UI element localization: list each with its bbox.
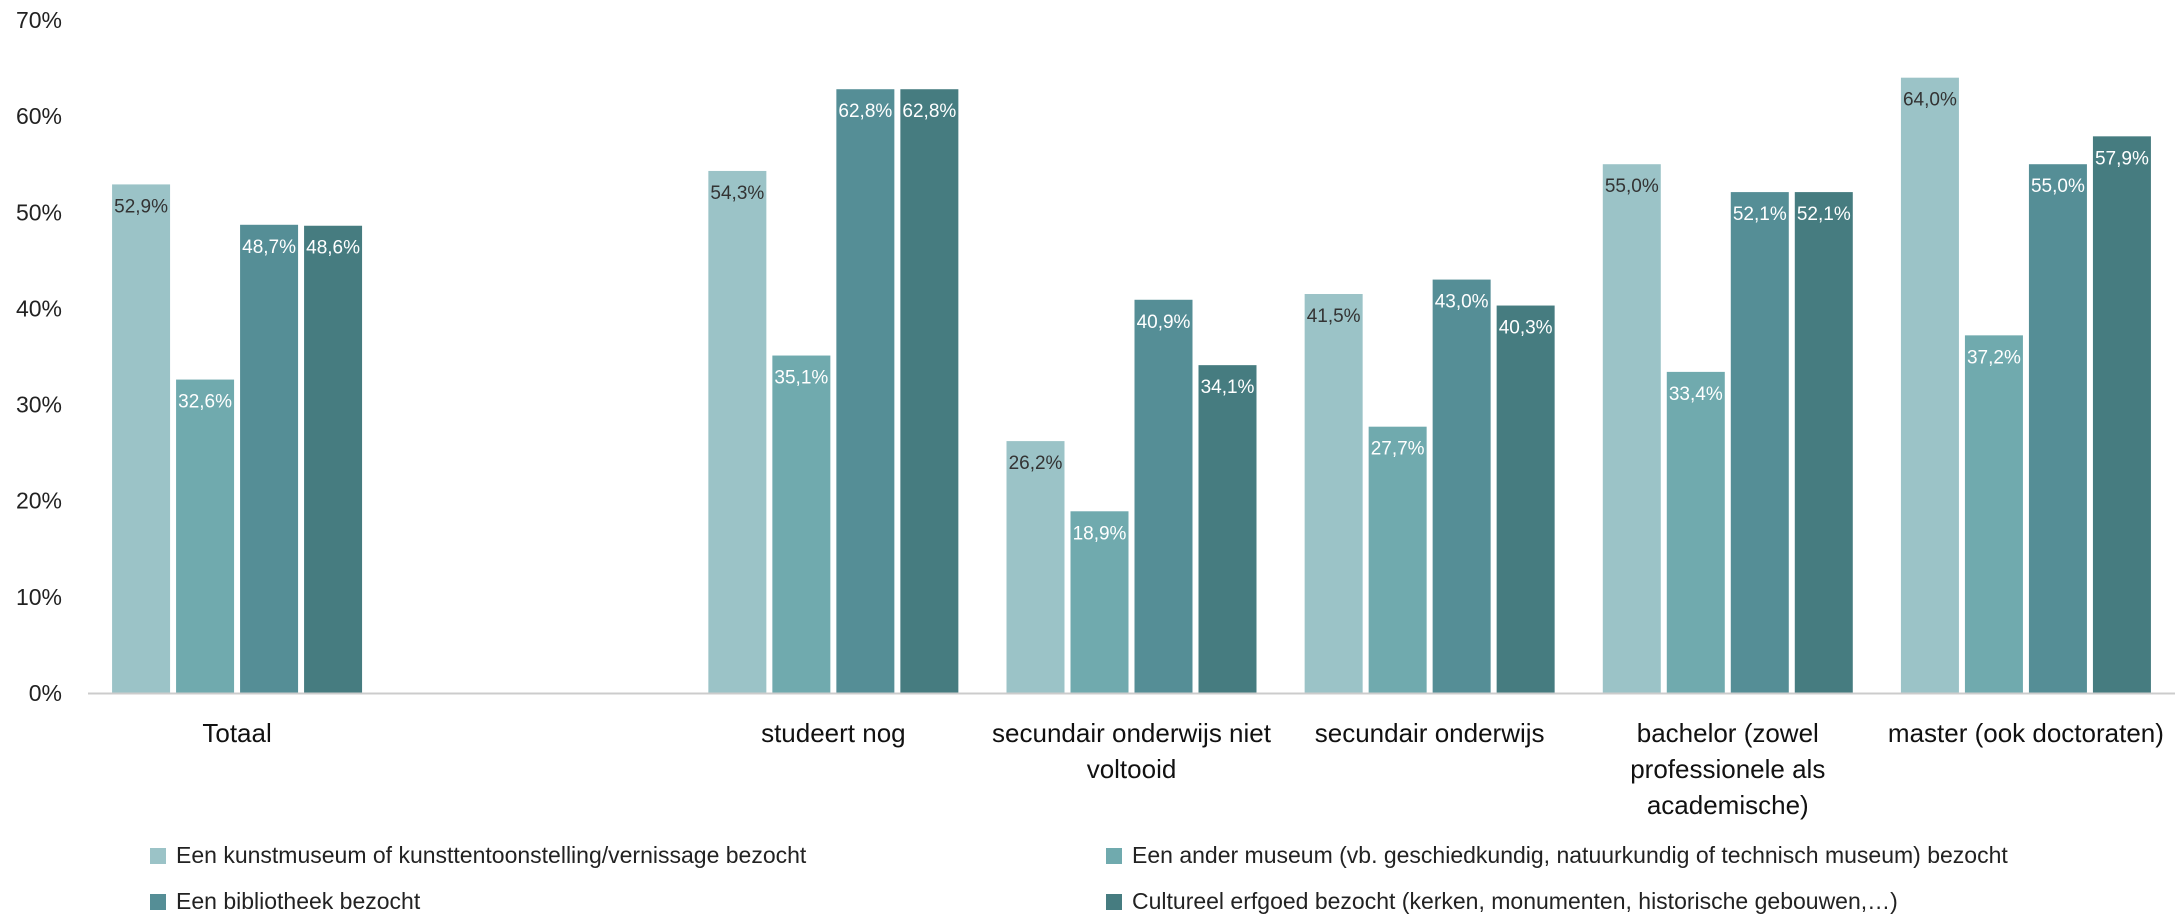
data-label: 48,6% [306, 238, 360, 259]
legend-swatch [1106, 893, 1122, 910]
bar [2092, 136, 2151, 693]
y-tick-label: 70% [16, 7, 62, 33]
legend-label: Een bibliotheek bezocht [176, 888, 421, 914]
y-tick-label: 40% [16, 295, 62, 321]
data-label: 54,3% [710, 183, 764, 204]
x-category-label: master (ook doctoraten) [1888, 718, 2164, 748]
legend-label: Cultureel erfgoed bezocht (kerken, monum… [1132, 888, 1898, 914]
legend-entry-bibliotheek: Een bibliotheek bezocht [150, 888, 420, 915]
bar [112, 184, 171, 693]
data-label: 26,2% [1009, 453, 1063, 474]
bar [1304, 294, 1363, 693]
bar [176, 379, 235, 693]
data-label: 55,0% [1605, 176, 1659, 197]
bar [240, 224, 299, 693]
data-label: 62,8% [902, 101, 956, 122]
data-label: 57,9% [2095, 148, 2149, 169]
bars [112, 77, 2151, 694]
legend-entry-cultureel-erfgoed: Cultureel erfgoed bezocht (kerken, monum… [1106, 888, 1898, 915]
bar [1432, 279, 1491, 693]
legend-label: Een ander museum (vb. geschiedkundig, na… [1132, 842, 2008, 868]
data-label: 64,0% [1903, 90, 1957, 111]
bar [1602, 164, 1661, 693]
bar [1006, 441, 1065, 693]
data-label: 52,9% [114, 196, 168, 217]
bar [1134, 299, 1193, 693]
data-labels: 52,9% 54,3% 26,2% 41,5% 55,0% 64,0% 32,6% 35,1%… [114, 90, 2149, 545]
bar [1070, 511, 1129, 693]
data-label: 18,9% [1073, 523, 1127, 544]
legend-entry-kunstmuseum: Een kunstmuseum of kunsttentoonstelling/… [150, 842, 806, 869]
data-label: 33,4% [1669, 384, 1723, 405]
y-tick-label: 0% [29, 680, 62, 706]
bar [2028, 164, 2087, 693]
y-tick-label: 60% [16, 103, 62, 129]
legend-swatch [1106, 847, 1122, 864]
x-category-label: studeert nog [761, 718, 906, 748]
y-tick-label: 50% [16, 199, 62, 225]
data-label: 32,6% [178, 392, 232, 413]
data-label: 34,1% [1201, 377, 1255, 398]
x-category-label: academische) [1647, 790, 1809, 820]
data-label: 48,7% [242, 237, 296, 258]
bar [1666, 371, 1725, 693]
bar [900, 89, 959, 694]
y-tick-label: 30% [16, 392, 62, 418]
bar [1900, 77, 1959, 693]
bar [1794, 192, 1853, 694]
x-axis: Totaal studeert nog secundair onderwijs ni… [88, 692, 2175, 820]
x-category-label: secundair onderwijs niet [992, 718, 1272, 748]
bar [708, 170, 767, 694]
data-label: 40,9% [1137, 312, 1191, 333]
data-label: 52,1% [1797, 204, 1851, 225]
data-label: 62,8% [838, 101, 892, 122]
bar [1964, 335, 2023, 693]
bar [772, 355, 831, 693]
bar [1730, 192, 1789, 694]
bar [836, 89, 895, 694]
x-category-label: secundair onderwijs [1315, 718, 1545, 748]
y-tick-label: 10% [16, 584, 62, 610]
x-category-label: bachelor (zowel [1637, 718, 1819, 748]
data-label: 43,0% [1435, 292, 1489, 313]
bar [304, 225, 363, 693]
legend-label: Een kunstmuseum of kunsttentoonstelling/… [176, 842, 807, 868]
bar [1496, 305, 1555, 693]
legend-swatch [150, 893, 166, 910]
bar [1368, 426, 1427, 693]
data-label: 35,1% [774, 368, 828, 389]
data-label: 41,5% [1307, 306, 1361, 327]
data-label: 55,0% [2031, 176, 2085, 197]
x-category-label: Totaal [202, 718, 271, 748]
x-category-label: professionele als [1630, 754, 1825, 784]
x-category-label: voltooid [1087, 754, 1177, 784]
data-label: 52,1% [1733, 204, 1787, 225]
y-tick-label: 20% [16, 488, 62, 514]
legend-swatch [150, 847, 166, 864]
y-axis: 0% 10% 20% 30% 40% 50% 60% 70% [16, 7, 62, 706]
bar [1198, 365, 1257, 693]
data-label: 27,7% [1371, 439, 1425, 460]
legend-entry-ander-museum: Een ander museum (vb. geschiedkundig, na… [1106, 842, 2008, 869]
data-label: 37,2% [1967, 347, 2021, 368]
data-label: 40,3% [1499, 318, 1553, 339]
